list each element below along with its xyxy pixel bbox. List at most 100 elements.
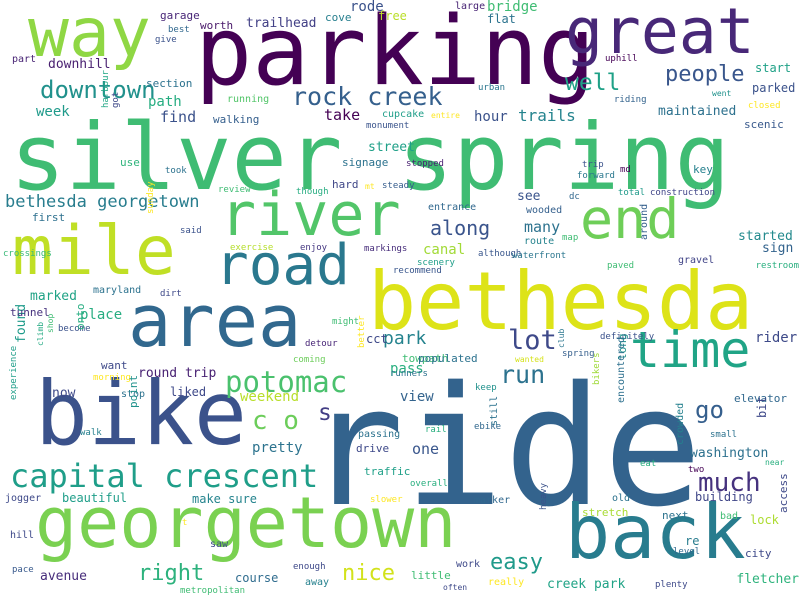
word: still (489, 395, 500, 426)
word: uphill (605, 54, 638, 64)
word: gravel (678, 255, 715, 266)
word: passing (358, 429, 401, 440)
word: garage (160, 9, 200, 22)
word: downtown (40, 76, 156, 104)
word: restroom (755, 261, 799, 271)
word: urban (478, 83, 506, 93)
word: nice (342, 561, 395, 586)
word: rail (425, 425, 447, 435)
word: building (695, 490, 753, 504)
word: hour (474, 109, 508, 125)
word: closed (748, 101, 781, 111)
word: work (456, 559, 481, 570)
word: small (710, 430, 738, 440)
word: scenic (744, 118, 784, 131)
word: end (580, 187, 680, 251)
word: run (500, 360, 546, 389)
word: s (318, 400, 332, 426)
word: georgetown (35, 482, 457, 564)
word: rider (755, 330, 798, 346)
word: md (620, 165, 631, 175)
word: point (127, 374, 140, 408)
word: little (411, 569, 451, 582)
word: next (662, 509, 689, 522)
word: waterfront (512, 251, 567, 261)
word: level (673, 547, 701, 557)
word: construction (650, 188, 716, 198)
word: bit (755, 396, 769, 418)
word: want (101, 359, 128, 372)
word: walk (80, 428, 102, 438)
word: traffic (364, 465, 411, 478)
word: trailhead (246, 16, 317, 31)
word: heavy (539, 482, 549, 510)
word: round trip (138, 366, 217, 381)
word: bethesda georgetown (5, 192, 200, 212)
word: one (412, 440, 440, 458)
word: way (28, 0, 151, 73)
word: climb (36, 321, 45, 346)
word: trip (582, 160, 604, 170)
word: total (618, 188, 646, 198)
word: give (155, 35, 177, 45)
word: marker (474, 495, 511, 506)
word: went (712, 89, 732, 98)
word: scenery (417, 258, 455, 268)
word: potomac (225, 365, 348, 399)
word: bikers (592, 352, 602, 385)
word: signage (342, 156, 389, 169)
word: easy (490, 550, 543, 575)
word: first (32, 211, 66, 224)
word: creek park (547, 577, 626, 592)
word: exercise (230, 243, 274, 253)
word: elevator (734, 392, 787, 405)
word: maryland (93, 285, 142, 296)
word: many (524, 218, 561, 236)
word: bike (35, 362, 247, 465)
word: experience (9, 345, 19, 400)
word: markings (364, 244, 408, 254)
word: view (400, 389, 434, 405)
word: morning (93, 373, 131, 383)
word: running (227, 94, 270, 105)
word: wooded (526, 205, 563, 216)
word: parked (752, 81, 796, 95)
word: started (738, 229, 793, 244)
word: use (120, 156, 140, 169)
word: cct (366, 332, 388, 346)
word: capital crescent (10, 457, 319, 495)
word: towpath (402, 352, 449, 365)
word: marked (30, 289, 77, 304)
word: large (455, 1, 486, 12)
word: road (215, 233, 350, 298)
word: cove (325, 11, 352, 24)
word: took (165, 166, 187, 176)
word: path (148, 94, 182, 110)
word: well (565, 70, 621, 96)
word: around (639, 203, 650, 240)
word: detour (305, 339, 338, 349)
word: shop (46, 313, 55, 333)
word: entire (431, 111, 460, 120)
word: crowded (675, 402, 686, 445)
word: find (160, 108, 197, 126)
word: metropolitan (180, 586, 246, 596)
word: hill (10, 530, 35, 541)
word: ebike (474, 422, 502, 432)
word: free (378, 9, 407, 23)
word: much (698, 468, 761, 498)
word: mile (12, 212, 176, 291)
word: sign (762, 241, 794, 256)
word: stopped (406, 159, 444, 169)
word: city (745, 547, 772, 560)
word: washington (690, 446, 769, 461)
word: map (562, 233, 579, 243)
word: runners (390, 369, 428, 379)
word: back (565, 488, 746, 576)
word: harbour (101, 70, 111, 108)
word: now (52, 386, 76, 401)
word: eat (640, 459, 657, 469)
word: liked (170, 385, 207, 399)
word: course (235, 571, 279, 585)
word: trails (518, 106, 576, 125)
